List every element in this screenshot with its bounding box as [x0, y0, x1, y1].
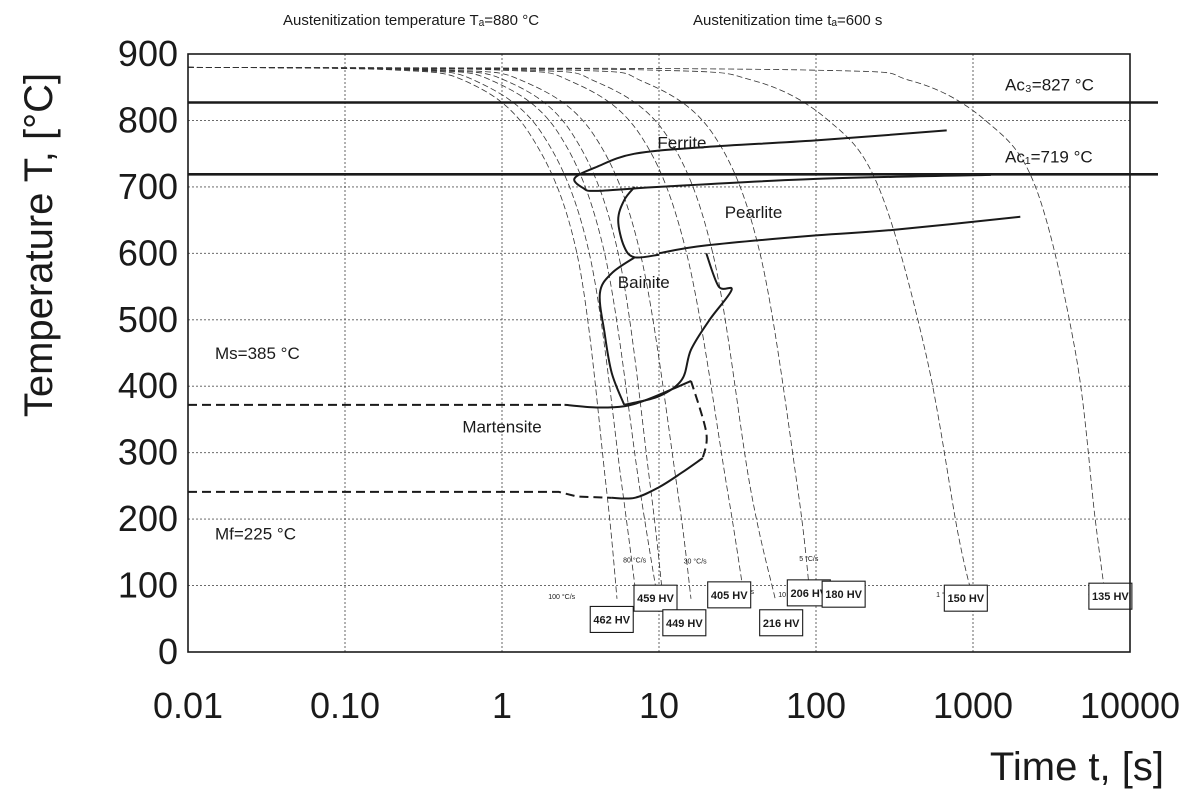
hardness-value: 449 HV [666, 618, 703, 630]
ac3-label: Ac₃=827 °C [1005, 76, 1094, 95]
reference-lines [188, 101, 1158, 499]
ac1-label: Ac₁=719 °C [1005, 147, 1093, 166]
bainite-finish-boundary [623, 252, 733, 406]
hardness-value: 150 HV [947, 593, 984, 605]
pearlite-start-nose-boundary [617, 186, 660, 259]
cooling-curve [187, 66, 692, 599]
mf-line [188, 490, 612, 499]
hardness-boxes: 462 HV 459 HV 449 HV 405 HV 216 HV 206 HV180 … [589, 579, 1133, 637]
austenitization-temperature-label: Austenitization temperature Tₐ=880 °C [283, 12, 539, 29]
phase-boundaries [564, 129, 1021, 500]
y-tick-label: 300 [118, 432, 178, 473]
pearlite-label: Pearlite [725, 203, 783, 222]
x-tick-label: 1 [492, 685, 512, 726]
y-axis-title: Temperature T, [°C] [17, 73, 61, 417]
hardness-value: 180 HV [825, 589, 862, 601]
ms-label: Ms=385 °C [215, 344, 300, 363]
y-tick-label: 900 [118, 33, 178, 74]
y-tick-label: 0 [158, 631, 178, 672]
x-tick-label: 0.01 [153, 685, 223, 726]
hardness-box [821, 580, 866, 608]
hardness-value: 206 HV [790, 588, 827, 600]
hardness-box [1088, 582, 1133, 610]
y-tick-label: 700 [118, 166, 178, 207]
mf-label: Mf=225 °C [215, 525, 296, 544]
y-tick-label: 500 [118, 299, 178, 340]
x-tick-label: 10000 [1080, 685, 1180, 726]
cooling-curve [187, 66, 974, 599]
martensite-finish-curve-boundary [611, 457, 704, 500]
x-axis-title: Time t, [s] [990, 745, 1164, 789]
cooling-curve [187, 66, 658, 599]
hardness-box [633, 584, 678, 612]
y-tick-label: 400 [118, 365, 178, 406]
hardness-value: 135 HV [1092, 591, 1129, 603]
martensite-finish-dashed-boundary [690, 380, 708, 459]
cooling-rate-label: 5 °C/s [799, 555, 819, 563]
bainite-start-boundary [598, 256, 636, 406]
cooling-curve [187, 66, 1107, 599]
martensite-transform-boundary [564, 379, 692, 409]
hardness-value: 405 HV [711, 590, 748, 602]
y-tick-label: 200 [118, 498, 178, 539]
chart-labels: Ac₃=827 °C Ac₁=719 °C Ms=385 °C Mf=225 °C Fe… [215, 76, 1114, 601]
cooling-rate-label: 80 °C/s [623, 556, 647, 564]
cooling-rate-label: 30 °C/s [684, 558, 708, 566]
hardness-box [707, 581, 752, 609]
x-tick-label: 0.10 [310, 685, 380, 726]
y-tick-label: 600 [118, 232, 178, 273]
martensite-label: Martensite [462, 418, 541, 437]
pearlite-finish-boundary [658, 215, 1021, 255]
cooling-curves [187, 66, 1107, 599]
hardness-value: 462 HV [593, 614, 630, 626]
ferrite-label: Ferrite [657, 133, 706, 152]
hardness-box [759, 609, 804, 637]
plot-frame [187, 53, 1131, 653]
hardness-box [943, 584, 988, 612]
y-tick-label: 100 [118, 565, 178, 606]
ferrite-start-boundary [573, 129, 991, 192]
x-tick-label: 1000 [933, 685, 1013, 726]
axes: 0 100 200 300 400 500 600 700 800 900 0.01 0.10 1 10 1… [17, 33, 1180, 789]
hardness-value: 216 HV [763, 618, 800, 630]
y-tick-label: 800 [118, 99, 178, 140]
hardness-box [589, 605, 634, 633]
austenitization-time-label: Austenitization time tₐ=600 s [693, 12, 882, 29]
hardness-box [662, 609, 707, 637]
hardness-value: 459 HV [637, 593, 674, 605]
bainite-label: Bainite [618, 273, 670, 292]
cooling-rate-label: 100 °C/s [548, 593, 575, 601]
x-tick-label: 10 [639, 685, 679, 726]
x-tick-label: 100 [786, 685, 846, 726]
